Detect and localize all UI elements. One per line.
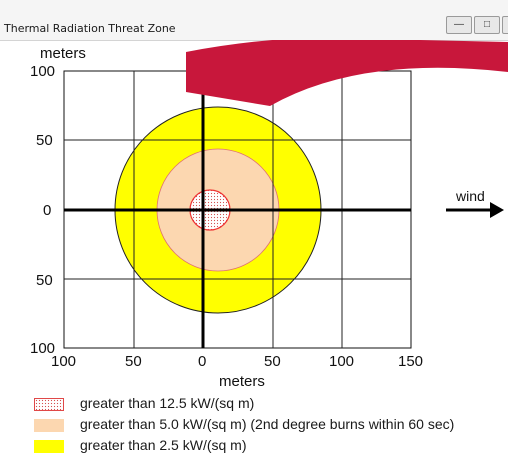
legend-swatch-yellow (34, 440, 64, 453)
threat-zone-plot: meters meters 100 50 0 50 100 100 50 0 5… (30, 40, 508, 390)
y-tick-label: 50 (36, 132, 53, 149)
y-tick-label: 0 (43, 202, 51, 219)
wind-arrow-icon (446, 202, 504, 218)
x-tick-label: 150 (398, 353, 423, 370)
x-tick-label: 100 (51, 353, 76, 370)
x-tick-label: 50 (125, 353, 142, 370)
x-tick-label: 50 (264, 353, 281, 370)
minimize-button[interactable]: — (446, 16, 472, 34)
y-axis-unit: meters (40, 45, 86, 62)
close-button[interactable] (502, 16, 508, 34)
x-tick-label: 0 (198, 353, 206, 370)
maximize-icon: □ (483, 19, 491, 30)
y-tick-label: 100 (30, 340, 55, 357)
legend-label: greater than 5.0 kW/(sq m) (2nd degree b… (80, 416, 455, 432)
x-axis-unit: meters (219, 373, 265, 390)
legend-label: greater than 2.5 kW/(sq m) (80, 437, 247, 453)
legend-swatch-red (34, 398, 64, 411)
window-titlebar: Thermal Radiation Threat Zone — □ (0, 0, 508, 41)
y-tick-label: 100 (30, 63, 55, 80)
legend-label: greater than 12.5 kW/(sq m) (80, 395, 255, 411)
wind-label: wind (455, 188, 485, 204)
x-tick-label: 100 (329, 353, 354, 370)
maximize-button[interactable]: □ (474, 16, 500, 34)
y-tick-label: 50 (36, 272, 53, 289)
window-title: Thermal Radiation Threat Zone (4, 22, 176, 35)
overlay-shape (186, 40, 508, 106)
minimize-icon: — (454, 19, 464, 30)
legend-swatch-orange (34, 419, 64, 432)
